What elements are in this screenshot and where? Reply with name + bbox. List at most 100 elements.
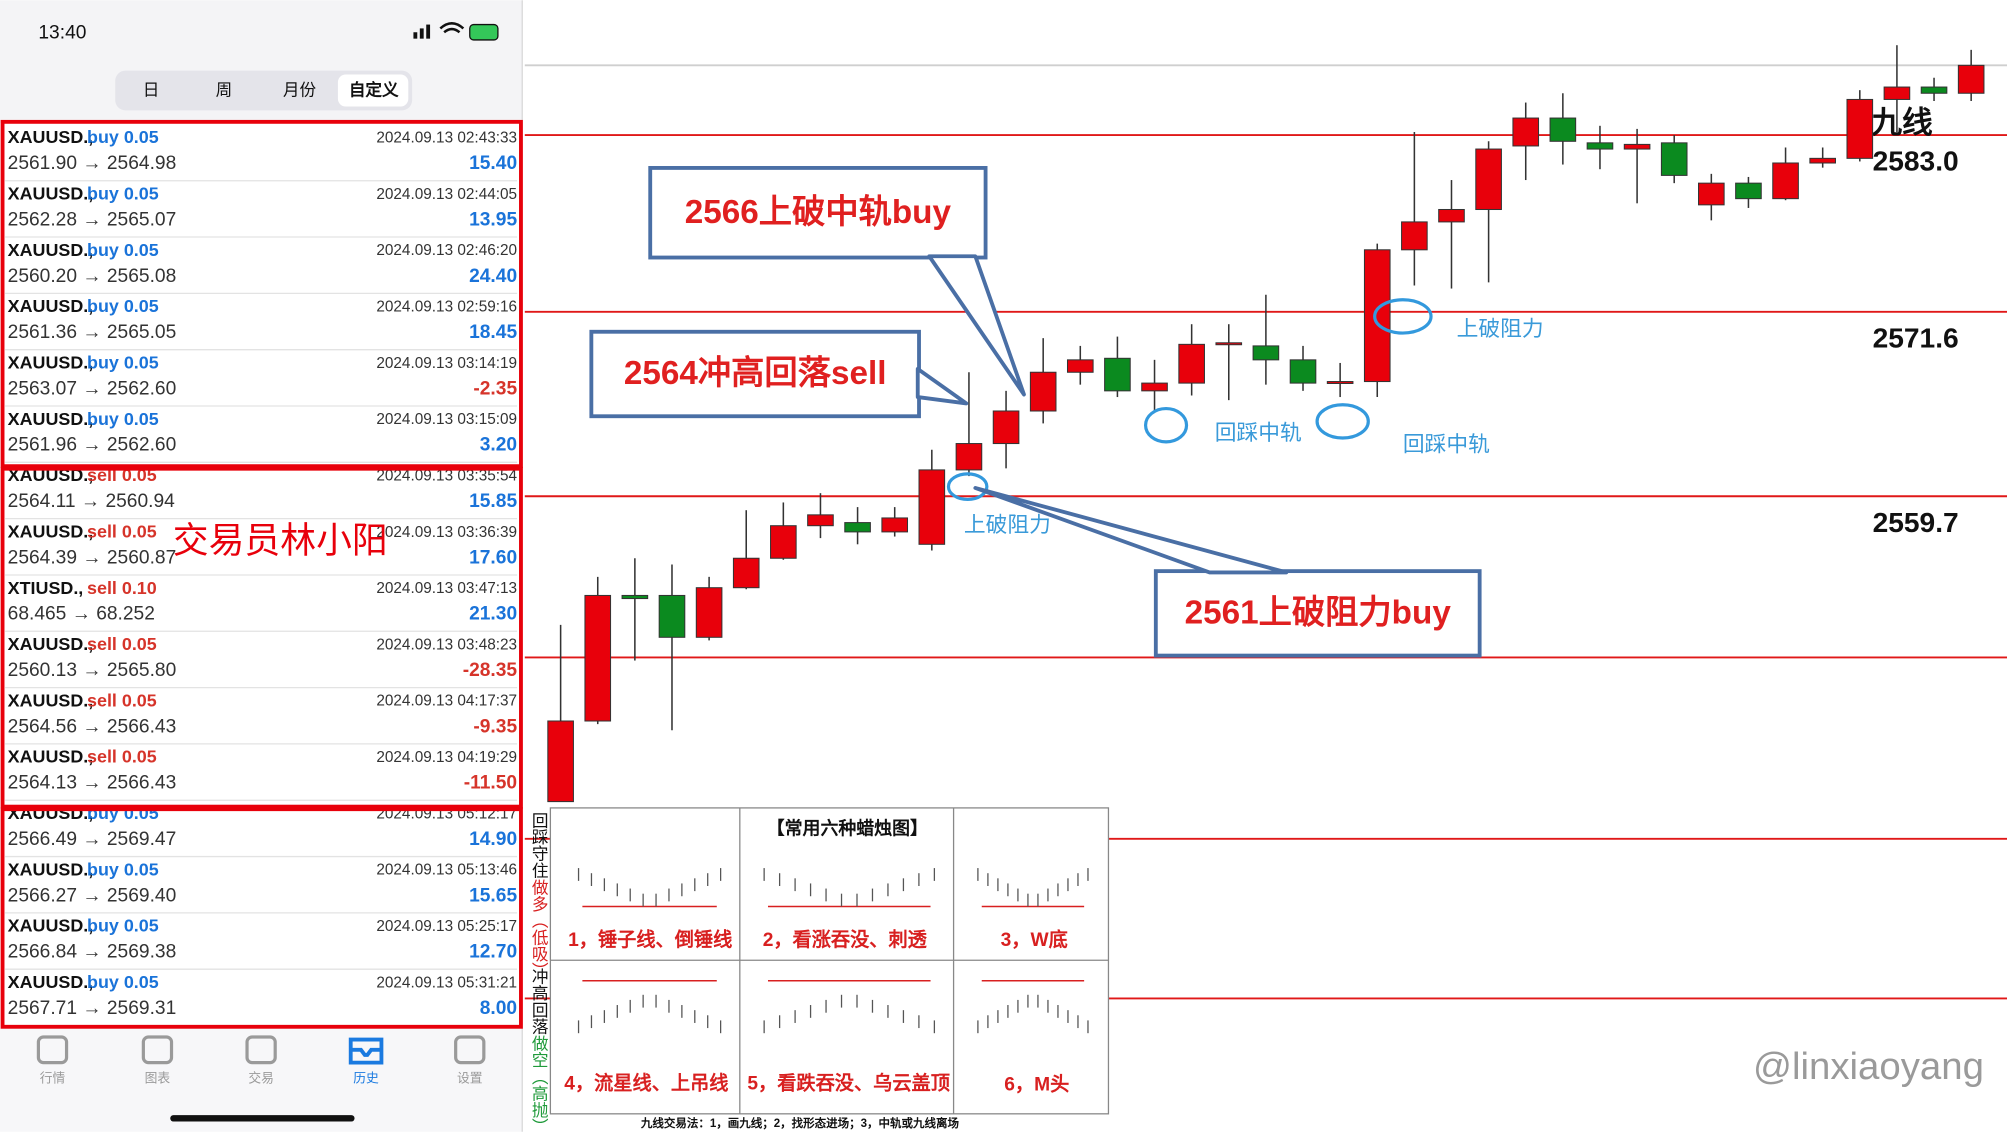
trade-time[interactable]: 2024.09.13 03:15:09 [376,411,517,428]
trade-symbol[interactable]: XAUUSD., [8,184,94,204]
trade-profit[interactable]: 13.95 [469,209,517,230]
trade-prices[interactable]: 2564.13 → 2566.43 [8,773,177,794]
trade-profit[interactable]: 15.65 [469,885,517,906]
period-tab[interactable]: 自定义 [349,80,399,100]
trade-prices[interactable]: 2561.96 → 2562.60 [8,435,177,456]
trade-profit[interactable]: 15.85 [469,491,517,512]
trade-side[interactable]: buy 0.05 [87,352,159,372]
trade-profit[interactable]: 3.20 [480,435,517,456]
trade-time[interactable]: 2024.09.13 05:13:46 [376,862,517,879]
nav-label[interactable]: 行情 [40,1071,66,1086]
trade-symbol[interactable]: XAUUSD., [8,296,94,316]
trade-symbol[interactable]: XTIUSD., [8,578,84,598]
period-tab[interactable]: 月份 [283,81,317,100]
trade-prices[interactable]: 2566.27 → 2569.40 [8,885,177,906]
candle-body [1104,357,1131,392]
trade-profit[interactable]: 12.70 [469,942,517,963]
trade-side[interactable]: buy 0.05 [87,916,159,936]
period-tab[interactable]: 周 [216,81,233,100]
nav-label[interactable]: 图表 [145,1071,171,1086]
trade-side[interactable]: buy 0.05 [87,409,159,429]
trade-time[interactable]: 2024.09.13 03:35:54 [376,467,517,484]
trade-symbol[interactable]: XAUUSD., [8,859,94,879]
trade-profit[interactable]: -28.35 [463,660,518,681]
trade-prices[interactable]: 2564.11 → 2560.94 [8,491,175,512]
trade-symbol[interactable]: XAUUSD., [8,634,94,654]
trade-profit[interactable]: 18.45 [469,322,517,343]
trade-prices[interactable]: 2561.90 → 2564.98 [8,153,177,174]
trade-symbol[interactable]: XAUUSD., [8,409,94,429]
trade-time[interactable]: 2024.09.13 03:48:23 [376,636,517,653]
trade-side[interactable]: sell 0.05 [87,690,157,710]
trade-time[interactable]: 2024.09.13 02:44:05 [376,186,517,203]
nav-label[interactable]: 历史 [353,1071,379,1086]
trade-symbol[interactable]: XAUUSD., [8,240,94,260]
period-tab[interactable]: 日 [143,81,160,100]
trade-profit[interactable]: -2.35 [473,378,517,399]
trade-profit[interactable]: 8.00 [480,998,517,1019]
trade-prices[interactable]: 2564.56 → 2566.43 [8,716,177,737]
callout-text: 2561上破阻力buy [1185,594,1452,631]
trade-symbol[interactable]: XAUUSD., [8,747,94,767]
trade-profit[interactable]: -11.50 [464,773,517,794]
trade-prices[interactable]: 68.465 → 68.252 [8,604,155,625]
candle-body [1363,249,1391,383]
trade-time[interactable]: 2024.09.13 04:19:29 [376,749,517,766]
trade-side[interactable]: buy 0.05 [87,972,159,992]
home-indicator [170,1115,355,1122]
trade-time[interactable]: 2024.09.13 03:36:39 [376,524,517,541]
pattern-label: 3，W底 [1001,928,1068,951]
trade-prices[interactable]: 2563.07 → 2562.60 [8,378,177,399]
trade-side[interactable]: buy 0.05 [87,127,159,147]
trade-side[interactable]: buy 0.05 [87,184,159,204]
status-icons [413,22,499,41]
trade-profit[interactable]: 14.90 [469,829,517,850]
trade-profit[interactable]: 21.30 [469,604,517,625]
trade-symbol[interactable]: XAUUSD., [8,972,94,992]
trade-symbol[interactable]: XAUUSD., [8,352,94,372]
trade-prices[interactable]: 2560.20 → 2565.08 [8,266,177,287]
candle-body [621,594,649,600]
trade-side[interactable]: buy 0.05 [87,296,159,316]
trade-prices[interactable]: 2562.28 → 2565.07 [8,209,177,230]
trade-prices[interactable]: 2561.36 → 2565.05 [8,322,177,343]
marker-circle [946,472,989,502]
trade-time[interactable]: 2024.09.13 04:17:37 [376,693,517,710]
trade-prices[interactable]: 2566.84 → 2569.38 [8,942,177,963]
trade-profit[interactable]: 24.40 [469,266,517,287]
nav-icon [348,1037,384,1065]
trade-symbol[interactable]: XAUUSD., [8,127,94,147]
trade-symbol[interactable]: XAUUSD., [8,916,94,936]
trade-side[interactable]: sell 0.05 [87,747,157,767]
trade-profit[interactable]: 17.60 [469,547,517,568]
trade-prices[interactable]: 2560.13 → 2565.80 [8,660,177,681]
nav-label[interactable]: 设置 [457,1071,483,1086]
chart-note: 上破阻力 [964,512,1051,537]
trade-symbol[interactable]: XAUUSD., [8,521,94,541]
trade-time[interactable]: 2024.09.13 05:25:17 [376,918,517,935]
trade-profit[interactable]: -9.35 [473,716,517,737]
candle-body [807,514,834,527]
side-caption-part: 做空（高抛） [529,1034,548,1132]
trade-time[interactable]: 2024.09.13 03:47:13 [376,580,517,597]
candle-body [1512,117,1540,147]
trade-side[interactable]: sell 0.05 [87,634,157,654]
trade-symbol[interactable]: XAUUSD., [8,690,94,710]
trade-prices[interactable]: 2566.49 → 2569.47 [8,829,177,850]
trade-time[interactable]: 2024.09.13 02:43:33 [376,130,517,147]
trade-side[interactable]: sell 0.05 [87,521,157,541]
nav-label[interactable]: 交易 [248,1071,274,1086]
trade-prices[interactable]: 2564.39 → 2560.87 [8,547,177,568]
trade-time[interactable]: 2024.09.13 02:46:20 [376,242,517,259]
trade-time[interactable]: 2024.09.13 03:14:19 [376,355,517,372]
trade-time[interactable]: 2024.09.13 02:59:16 [376,299,517,316]
trade-side[interactable]: buy 0.05 [87,859,159,879]
callout-text: 2566上破中轨buy [685,194,952,231]
trade-prices[interactable]: 2567.71 → 2569.31 [8,998,177,1019]
trade-profit[interactable]: 15.40 [469,153,517,174]
trade-time[interactable]: 2024.09.13 05:31:21 [376,974,517,991]
trade-side[interactable]: sell 0.10 [87,578,157,598]
candle-body [1215,342,1243,346]
trade-side[interactable]: buy 0.05 [87,240,159,260]
